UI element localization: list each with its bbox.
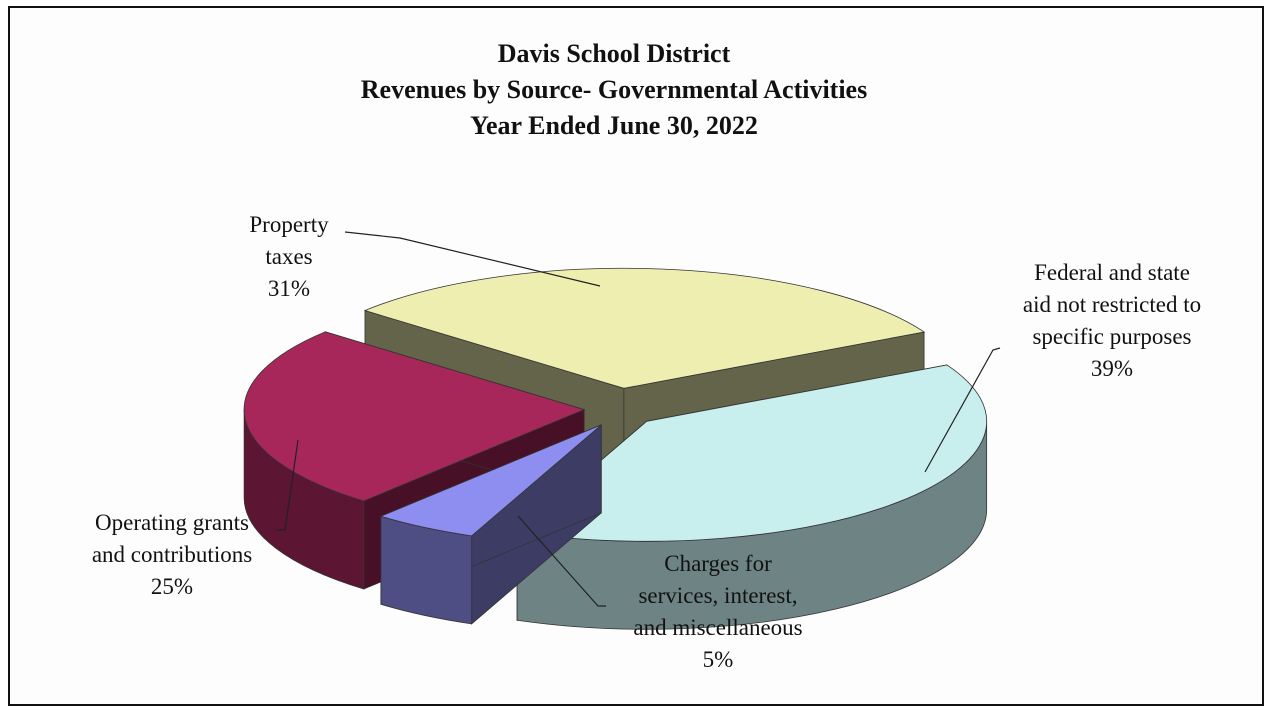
- slice-percent-1: 5%: [703, 647, 734, 672]
- slice-2-top: [243, 331, 586, 502]
- leader-lines: [276, 231, 1001, 607]
- leader-line-charges: [517, 515, 606, 607]
- slice-label-line-2-1: and contributions: [92, 542, 252, 567]
- slice-label-line-1-2: and miscellaneous: [633, 615, 802, 640]
- title-line-1: Davis School District: [498, 39, 731, 68]
- slice-1-top: [379, 424, 602, 537]
- slice-percent-3: 31%: [268, 276, 310, 301]
- slice-percent-0: 39%: [1091, 356, 1133, 381]
- slice-label-0: Federal and state aid not restricted to sp…: [1023, 260, 1201, 381]
- slice-percent-2: 25%: [151, 574, 193, 599]
- slice-label-line-0-1: aid not restricted to: [1023, 292, 1201, 317]
- slice-label-line-2-0: Operating grants: [95, 510, 249, 535]
- slice-label-line-0-2: specific purposes: [1032, 324, 1191, 349]
- slice-labels: Federal and state aid not restricted to sp…: [92, 212, 1201, 672]
- slice-3-top: [363, 267, 926, 389]
- chart-title: Davis School District Revenues by Source…: [361, 39, 867, 140]
- slice-label-line-1-0: Charges for: [664, 551, 772, 576]
- slice-label-line-3-0: Property: [249, 212, 329, 237]
- slice-label-2: Operating grants and contributions 25%: [92, 510, 252, 599]
- slice-label-line-1-1: services, interest,: [638, 583, 797, 608]
- slice-label-line-3-1: taxes: [265, 244, 312, 269]
- slice-0-top: [516, 364, 988, 542]
- title-line-2: Revenues by Source- Governmental Activit…: [361, 75, 867, 104]
- slice-label-3: Property taxes 31%: [249, 212, 329, 301]
- pie-slices: [243, 267, 988, 630]
- title-line-3: Year Ended June 30, 2022: [470, 111, 758, 140]
- leader-line-property-taxes: [344, 231, 601, 287]
- slice-label-1: Charges for services, interest, and miscel…: [633, 551, 802, 672]
- leader-line-operating-grants: [276, 439, 299, 531]
- leader-line-federal-state-aid: [924, 347, 1001, 473]
- slice-label-line-0-0: Federal and state: [1034, 260, 1190, 285]
- slice-1: [379, 424, 602, 625]
